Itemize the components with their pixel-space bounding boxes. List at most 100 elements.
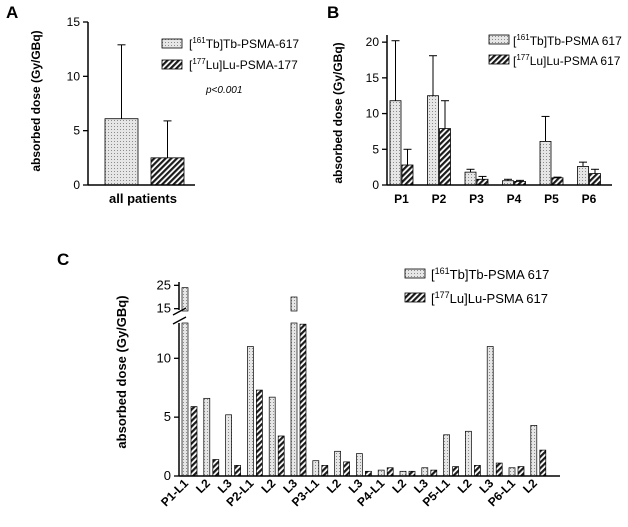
legend-c-lu-swatch: [404, 292, 426, 303]
category-c-7: L2: [324, 476, 344, 496]
bar-b-P2-lu: [439, 128, 451, 186]
b-tick-label-15: 15: [366, 71, 380, 85]
a-tick-label-15: 15: [67, 15, 81, 29]
panel-b-ylabel: absorbed dose (Gy/GBq): [331, 42, 345, 183]
legend-a-tb-swatch: [161, 38, 183, 49]
legend-c-lu-text: [177Lu]Lu-PSMA 617: [431, 290, 548, 306]
panel-a-category: all patients: [109, 191, 177, 206]
b-tick-label-5: 5: [372, 142, 379, 156]
legend-a-lu-swatch: [161, 59, 183, 70]
bar-c-12-tb: [443, 434, 450, 477]
bar-c-2-tb: [225, 414, 232, 477]
bar-c-5-lu: [299, 323, 307, 477]
panel-b: B absorbed dose (Gy/GBq) 0 5 10 15 20 P1 P2 P3…: [327, 3, 622, 206]
bar-a-lu: [150, 157, 185, 186]
legend-b-lu-swatch: [488, 54, 510, 65]
bar-b-P1-lu: [401, 164, 414, 186]
bar-c-16-lu: [539, 449, 547, 477]
category-b-P5: P5: [544, 192, 559, 206]
c-lower-tick-label-10: 10: [157, 350, 171, 365]
b-tick-label-20: 20: [366, 35, 380, 49]
category-c-4: L2: [259, 476, 279, 496]
panel-c-bars: [181, 287, 547, 477]
c-lower-tick-label-0: 0: [164, 468, 171, 483]
panel-c-ylabel: absorbed dose (Gy/GBq): [114, 295, 129, 448]
c-upper-tick-label-25: 25: [157, 277, 171, 292]
a-tick-label-0: 0: [73, 178, 80, 192]
significance-label: p<0.001: [205, 85, 242, 96]
bar-c-3-lu: [256, 389, 263, 477]
c-lower-tick-label-5: 5: [164, 409, 171, 424]
bar-c-7-lu: [343, 461, 350, 477]
bar-b-P6-tb: [577, 166, 589, 186]
a-tick-label-10: 10: [67, 69, 81, 83]
category-b-P4: P4: [507, 192, 522, 206]
category-b-P3: P3: [469, 192, 484, 206]
b-tick-label-10: 10: [366, 107, 380, 121]
bar-b-P5-tb: [539, 141, 552, 186]
category-b-P1: P1: [394, 192, 409, 206]
bar-c-5-tb-upper: [290, 296, 298, 312]
bar-c-14-lu: [495, 462, 503, 477]
bar-c-11-tb: [421, 467, 429, 477]
category-b-P2: P2: [432, 192, 447, 206]
axis-break-marker: [172, 307, 187, 325]
category-c-1: L2: [193, 476, 213, 496]
panel-b-bars: [389, 40, 601, 186]
legend-c-tb-text: [161Tb]Tb-PSMA 617: [431, 266, 549, 282]
bar-c-13-lu: [474, 465, 481, 477]
a-tick-label-5: 5: [73, 124, 80, 138]
c-upper-tick-label-15: 15: [157, 301, 171, 316]
bar-c-15-lu: [517, 466, 525, 477]
bar-b-P6-lu: [589, 173, 601, 186]
panel-a-bars: [104, 44, 185, 186]
bar-c-0-tb-lower: [181, 322, 189, 477]
legend-a-lu-text: [177Lu]Lu-PSMA-177: [189, 57, 298, 72]
bar-c-13-tb: [465, 430, 472, 477]
panel-a-label: A: [6, 3, 18, 22]
panel-a: A absorbed dose (Gy/GBq) 0 5 10 15 all pati…: [6, 3, 299, 206]
bar-c-1-lu: [212, 459, 220, 477]
bar-c-7-tb: [334, 450, 341, 477]
bar-c-15-tb: [508, 467, 516, 477]
bar-c-5-tb-lower: [290, 322, 298, 477]
bar-c-4-lu: [277, 435, 285, 477]
bar-c-6-lu: [321, 465, 329, 477]
bar-a-tb: [104, 118, 139, 186]
panel-a-y-ticks: 0 5 10 15: [67, 15, 88, 192]
panel-a-legend: [161Tb]Tb-PSMA-617 [177Lu]Lu-PSMA-177 p<…: [161, 36, 299, 96]
bar-c-3-tb: [247, 346, 254, 477]
panel-c-legend: [161Tb]Tb-PSMA 617 [177Lu]Lu-PSMA 617: [404, 266, 549, 306]
bar-b-P3-tb: [464, 171, 477, 186]
category-b-P6: P6: [582, 192, 597, 206]
bar-c-14-tb: [486, 346, 494, 477]
panel-b-label: B: [327, 3, 339, 22]
bar-c-9-lu: [386, 467, 394, 477]
legend-b-tb-text: [161Tb]Tb-PSMA 617: [513, 33, 622, 48]
bar-c-4-tb: [268, 396, 276, 477]
bar-c-11-lu: [430, 469, 438, 477]
bar-c-0-tb-upper: [181, 287, 189, 312]
b-tick-label-0: 0: [372, 178, 379, 192]
legend-a-tb-text: [161Tb]Tb-PSMA-617: [189, 36, 299, 51]
bar-b-P1-tb: [389, 100, 402, 186]
bar-c-9-tb: [377, 469, 385, 477]
panel-c-label: C: [57, 250, 69, 269]
legend-b-lu-text: [177Lu]Lu-PSMA 617: [513, 53, 621, 68]
category-c-13: L2: [455, 476, 475, 496]
bar-c-2-lu: [234, 465, 241, 477]
legend-b-tb-swatch: [488, 34, 510, 45]
bar-c-16-tb: [530, 425, 538, 477]
panel-b-y-ticks: 0 5 10 15 20: [366, 35, 387, 192]
bar-b-P2-tb: [427, 95, 439, 186]
bar-c-0-lu: [190, 406, 198, 477]
bar-b-P5-lu: [551, 177, 564, 186]
panel-a-ylabel: absorbed dose (Gy/GBq): [29, 30, 43, 171]
panel-c-y-ticks: 0 5 10 15 25: [157, 277, 179, 483]
category-c-10: L2: [389, 476, 409, 496]
legend-c-tb-swatch: [404, 268, 426, 279]
bar-c-1-tb: [203, 397, 211, 477]
bar-b-P3-lu: [476, 178, 489, 186]
